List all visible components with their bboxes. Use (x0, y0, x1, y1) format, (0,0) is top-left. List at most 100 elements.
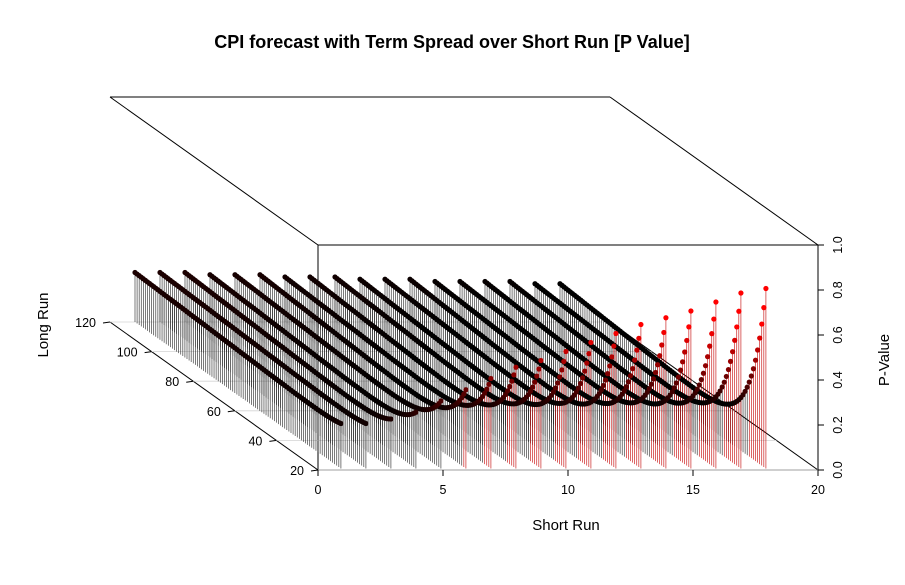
data-point (488, 375, 494, 382)
data-point (671, 385, 677, 391)
data-point (742, 388, 748, 394)
data-point (673, 380, 679, 386)
x-tick-label: 0 (315, 483, 322, 497)
data-point (627, 373, 634, 379)
data-point (659, 342, 665, 348)
data-point (505, 388, 511, 394)
frame-edge (109, 321, 319, 471)
data-point (748, 373, 754, 379)
data-point (698, 377, 704, 383)
data-point (709, 331, 715, 337)
data-point (561, 358, 567, 365)
x-tick-label: 5 (440, 483, 447, 497)
data-point (550, 389, 557, 395)
data-point (723, 373, 729, 380)
y-axis-label: Long Run (35, 292, 52, 357)
data-point (702, 363, 709, 369)
data-point (586, 351, 592, 357)
data-point (721, 379, 727, 385)
x-tick-label: 15 (686, 483, 700, 497)
data-point (650, 376, 657, 382)
data-point (463, 387, 469, 393)
data-point (621, 388, 627, 394)
data-point (538, 357, 544, 364)
data-point (684, 337, 690, 344)
z-tick-label: 0.6 (831, 326, 845, 343)
data-point (575, 385, 582, 391)
data-point (338, 420, 344, 427)
data-point (669, 389, 675, 395)
data-point (738, 290, 744, 296)
y-tick-label: 100 (117, 346, 138, 360)
frame-edge (109, 96, 319, 246)
x-tick-label: 10 (561, 483, 575, 497)
z-tick-label: 0.8 (831, 281, 845, 298)
data-point (509, 378, 515, 384)
y-tick-mark (227, 410, 235, 413)
axis-ticks: 0 5 10 15 20 20 40 60 80 100 120 0.0 0.2 0.4 0.6 0.8 1.0 (75, 236, 845, 497)
data-point (363, 420, 369, 427)
data-point (736, 308, 742, 314)
data-point (744, 384, 750, 390)
data-point (623, 384, 629, 390)
data-point (734, 324, 740, 330)
data-point (613, 330, 619, 337)
data-point (761, 305, 767, 311)
data-point (636, 335, 642, 341)
data-point (555, 380, 561, 386)
data-point (634, 347, 640, 353)
data-point (713, 299, 719, 305)
data-point (732, 337, 738, 343)
data-point (652, 369, 659, 376)
data-point (527, 388, 534, 394)
y-tick-label: 120 (75, 316, 96, 330)
data-point (438, 398, 444, 404)
data-point (680, 359, 686, 365)
data-point (559, 367, 565, 373)
data-point (461, 391, 467, 397)
data-point (536, 366, 542, 372)
data-point (588, 339, 594, 346)
data-point (513, 364, 519, 370)
data-point (646, 386, 652, 392)
data-point (630, 366, 636, 372)
data-point (625, 379, 632, 385)
data-point (730, 349, 736, 355)
data-point (750, 366, 757, 372)
x-axis-label: Short Run (532, 517, 600, 534)
data-point (607, 363, 613, 369)
data-point (580, 375, 586, 381)
data-point (696, 382, 702, 388)
data-point (757, 335, 763, 341)
data-point (694, 386, 700, 392)
data-point (534, 373, 540, 379)
data-point (577, 380, 584, 387)
z-tick-label: 0.4 (831, 371, 845, 388)
data-point (711, 316, 717, 322)
data-point (600, 382, 607, 389)
z-tick-label: 0.2 (831, 416, 845, 433)
data-point (675, 374, 682, 380)
data-point (705, 354, 711, 360)
data-point (563, 348, 569, 355)
data-point (752, 357, 759, 363)
data-point (759, 321, 765, 327)
data-point (638, 321, 644, 328)
y-tick-label: 20 (290, 464, 304, 478)
data-point (688, 308, 694, 314)
data-point (388, 416, 394, 422)
data-point (655, 362, 661, 368)
data-point (511, 372, 517, 378)
y-tick-mark (269, 439, 277, 442)
data-point (573, 389, 579, 395)
data-point (482, 390, 488, 396)
data-point (413, 409, 419, 415)
data-point (663, 315, 669, 321)
data-point (507, 383, 513, 390)
y-tick-mark (144, 351, 152, 354)
data-point (648, 381, 654, 387)
data-point (727, 358, 734, 364)
z-tick-label: 1.0 (831, 236, 845, 253)
x-tick-label: 20 (811, 483, 825, 497)
